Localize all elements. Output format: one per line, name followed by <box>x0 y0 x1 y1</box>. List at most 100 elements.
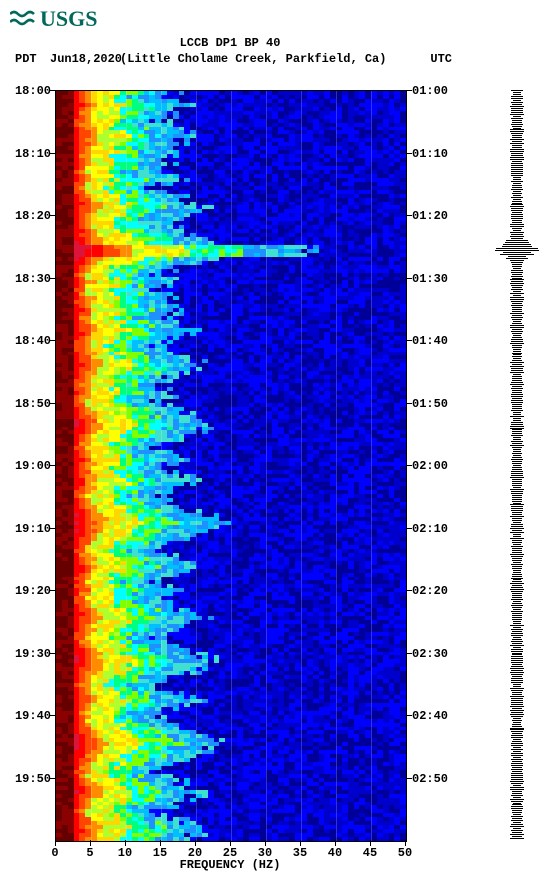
waveform-line <box>511 165 522 166</box>
waveform-line <box>510 729 524 730</box>
logo-text: USGS <box>40 6 97 31</box>
waveform-line <box>512 120 522 121</box>
waveform-line <box>511 820 523 821</box>
waveform-line <box>511 208 524 209</box>
waveform-line <box>512 463 522 464</box>
waveform-line <box>510 834 523 835</box>
waveform-line <box>512 581 522 582</box>
waveform-line <box>511 112 524 113</box>
waveform-line <box>511 96 523 97</box>
waveform-line <box>513 522 521 523</box>
waveform-line <box>513 230 522 231</box>
waveform-line <box>511 662 524 663</box>
waveform-line <box>511 441 523 442</box>
waveform-line <box>512 603 521 604</box>
y-left-label: 18:20 <box>6 209 51 223</box>
y-left-label: 19:50 <box>6 772 51 786</box>
waveform-line <box>510 325 524 326</box>
waveform-line <box>511 214 523 215</box>
waveform-line <box>511 795 524 796</box>
waveform-line <box>513 321 521 322</box>
waveform-line <box>510 106 523 107</box>
waveform-line <box>511 238 523 239</box>
waveform-line <box>511 564 523 565</box>
waveform-line <box>511 700 524 701</box>
waveform-line <box>512 479 522 480</box>
waveform-line <box>513 803 522 804</box>
waveform-line <box>512 520 523 521</box>
waveform-line <box>510 129 524 130</box>
waveform-line <box>512 274 522 275</box>
waveform-line <box>513 722 522 723</box>
waveform-line <box>511 400 524 401</box>
x-label: 15 <box>150 846 170 860</box>
waveform-line <box>512 615 522 616</box>
usgs-logo: USGS <box>10 6 97 34</box>
waveform-line <box>513 351 521 352</box>
waveform-line <box>511 660 522 661</box>
waveform-line <box>512 147 522 148</box>
waveform-line <box>500 254 534 255</box>
waveform-line <box>511 435 524 436</box>
waveform-line <box>510 532 524 533</box>
waveform-line <box>512 398 521 399</box>
waveform-line <box>510 297 523 298</box>
waveform-line <box>512 453 522 454</box>
waveform-line <box>510 428 523 429</box>
waveform-line <box>513 179 522 180</box>
y-left-label: 19:10 <box>6 522 51 536</box>
waveform-line <box>510 504 524 505</box>
waveform-line <box>512 193 522 194</box>
waveform-line <box>511 133 522 134</box>
waveform-line <box>511 102 523 103</box>
waveform-line <box>511 204 523 205</box>
y-left-label: 19:20 <box>6 584 51 598</box>
waveform-line <box>511 262 522 263</box>
waveform-line <box>512 694 523 695</box>
waveform-line <box>510 672 524 673</box>
y-left-label: 18:30 <box>6 272 51 286</box>
y-right-label: 01:20 <box>412 209 448 223</box>
waveform-line <box>511 670 523 671</box>
waveform-line <box>513 199 522 200</box>
waveform-line <box>512 364 521 365</box>
waveform-line <box>512 550 523 551</box>
waveform-line <box>512 568 522 569</box>
waveform-line <box>512 558 522 559</box>
waveform-line <box>512 619 523 620</box>
waveform-line <box>510 159 523 160</box>
waveform-line <box>512 429 523 430</box>
waveform-line <box>511 471 522 472</box>
waveform-line <box>510 149 524 150</box>
date-label: Jun18,2020 <box>50 52 122 66</box>
waveform-line <box>512 122 522 123</box>
waveform-line <box>496 248 538 249</box>
waveform-line <box>513 418 522 419</box>
waveform-line <box>512 386 521 387</box>
waveform-line <box>511 680 523 681</box>
waveform-line <box>512 329 522 330</box>
waveform-line <box>512 135 521 136</box>
waveform-line <box>513 414 521 415</box>
waveform-line <box>511 641 523 642</box>
waveform-line <box>513 358 521 359</box>
gridline <box>301 91 302 841</box>
waveform-line <box>511 769 523 770</box>
waveform-line <box>510 279 523 280</box>
waveform-line <box>513 536 522 537</box>
waveform-line <box>510 445 523 446</box>
waveform-line <box>512 376 521 377</box>
waveform-line <box>511 317 522 318</box>
waveform-line <box>511 611 522 612</box>
waveform-line <box>511 635 524 636</box>
waveform-line <box>510 706 523 707</box>
waveform-line <box>512 692 521 693</box>
waveform-line <box>510 668 523 669</box>
waveform-line <box>511 402 523 403</box>
waveform-line <box>513 94 521 95</box>
y-right-label: 02:50 <box>412 772 448 786</box>
waveform-line <box>510 789 523 790</box>
waveform-line <box>512 228 523 229</box>
waveform-line <box>511 98 523 99</box>
waveform-line <box>511 124 523 125</box>
